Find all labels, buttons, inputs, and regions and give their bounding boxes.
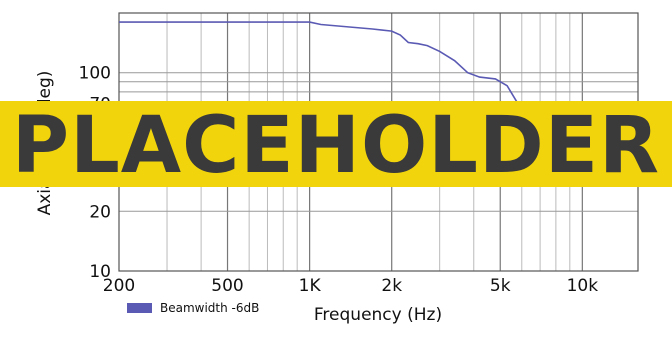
x-tick-label: 2k: [381, 276, 402, 296]
x-tick-labels: 200 500 1K 2k 5k 10k: [103, 276, 598, 296]
x-tick-label: 1K: [299, 276, 322, 296]
x-tick-label: 5k: [490, 276, 511, 296]
legend-swatch: [127, 303, 152, 313]
x-tick-label: 500: [211, 276, 243, 296]
y-tick-label: 100: [79, 64, 111, 84]
x-tick-label: 10k: [567, 276, 599, 296]
legend: Beamwidth -6dB: [127, 301, 259, 315]
y-tick-label: 20: [89, 202, 111, 222]
legend-label: Beamwidth -6dB: [160, 301, 259, 315]
x-axis-label: Frequency (Hz): [314, 305, 442, 325]
y-tick-label: 10: [89, 262, 111, 282]
banner-text: PLACEHOLDER: [12, 101, 660, 191]
placeholder-banner: PLACEHOLDER: [0, 101, 672, 191]
x-tick-label: 200: [103, 276, 135, 296]
banner-background: [0, 101, 672, 187]
